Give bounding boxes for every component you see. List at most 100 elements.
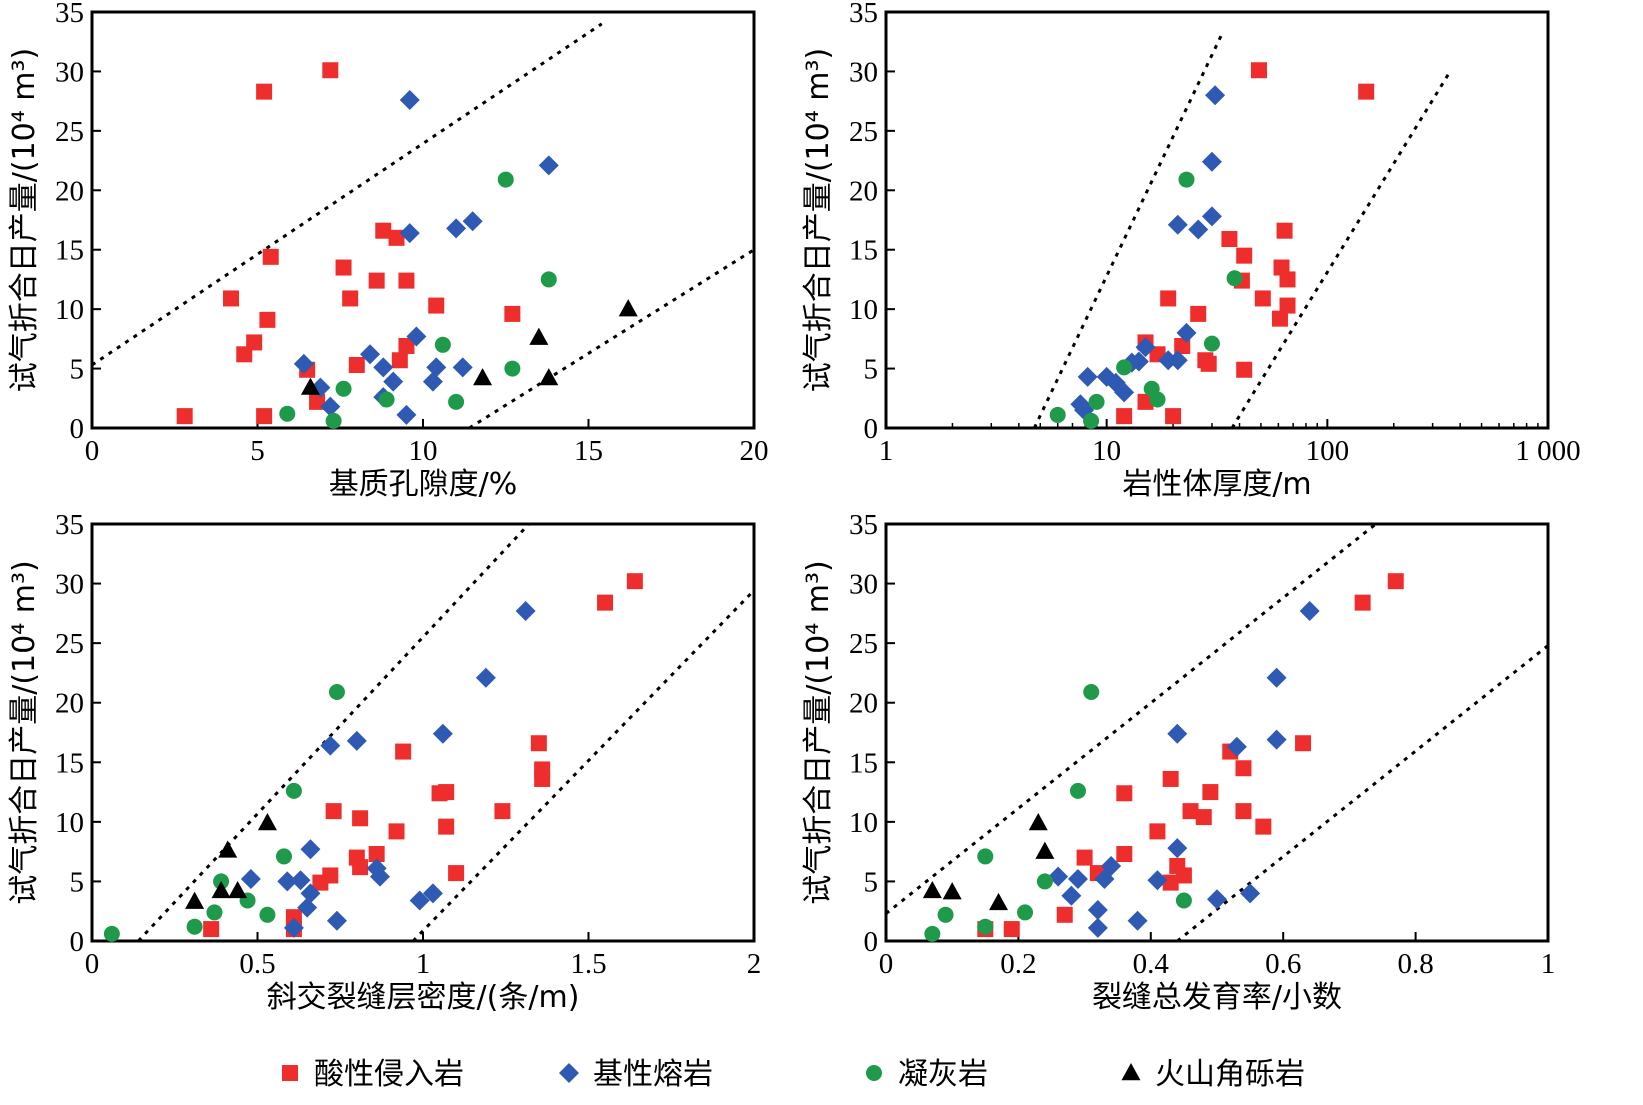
trend-line bbox=[1032, 35, 1223, 428]
y-axis-title: 试气折合日产量/(10⁴ m³) bbox=[801, 560, 836, 905]
x-tick-label: 0.2 bbox=[1000, 948, 1036, 980]
data-point-basic-lava bbox=[1207, 889, 1227, 910]
data-point-basic-lava bbox=[1094, 869, 1115, 890]
series-tuff bbox=[279, 171, 557, 429]
series-volcanic-breccia bbox=[185, 813, 277, 909]
trend-line bbox=[468, 248, 754, 428]
x-tick-label: 0 bbox=[85, 948, 100, 980]
data-point-tuff bbox=[504, 360, 521, 377]
data-point-tuff bbox=[1049, 406, 1066, 423]
x-tick-label: 1 bbox=[1541, 948, 1556, 980]
data-point-basic-lava bbox=[406, 326, 427, 347]
chart-oblique-fracture-density: 0 0.5 1 1.5 205101520253035斜交裂缝层密度/(条/m)试气折合… bbox=[7, 509, 761, 1015]
data-point-basic-lava bbox=[300, 839, 321, 860]
data-point-acidic-intrusive bbox=[1116, 846, 1133, 863]
plot-frame bbox=[90, 522, 756, 943]
data-point-acidic-intrusive bbox=[342, 290, 359, 307]
data-point-basic-lava bbox=[320, 735, 341, 756]
y-tick-label: 20 bbox=[849, 175, 878, 207]
data-point-acidic-intrusive bbox=[1076, 849, 1093, 866]
data-point-basic-lava bbox=[1205, 85, 1226, 106]
trend-lines bbox=[92, 22, 754, 428]
data-point-acidic-intrusive bbox=[176, 408, 193, 425]
data-point-basic-lava bbox=[326, 910, 347, 931]
data-point-acidic-intrusive bbox=[223, 290, 240, 307]
data-point-acidic-intrusive bbox=[1116, 408, 1133, 425]
x-axis-title: 裂缝总发育率/小数 bbox=[1092, 980, 1342, 1015]
data-point-volcanic-breccia bbox=[989, 892, 1009, 911]
y-tick-label: 30 bbox=[55, 56, 84, 88]
data-point-acidic-intrusive bbox=[1202, 784, 1219, 801]
data-point-basic-lava bbox=[1167, 838, 1188, 859]
y-tick-label: 10 bbox=[849, 294, 878, 326]
data-point-basic-lava bbox=[369, 866, 390, 887]
data-point-tuff bbox=[448, 393, 465, 410]
data-point-acidic-intrusive bbox=[1387, 573, 1404, 590]
data-point-tuff bbox=[540, 271, 557, 288]
legend-item: 凝灰岩 bbox=[866, 1057, 988, 1092]
y-tick-label: 5 bbox=[70, 866, 85, 898]
data-point-basic-lava bbox=[538, 155, 559, 176]
data-point-acidic-intrusive bbox=[246, 334, 263, 351]
data-point-acidic-intrusive bbox=[1182, 803, 1199, 820]
data-point-acidic-intrusive bbox=[1200, 355, 1217, 372]
chart-fracture-development-rate: 0 0.2 0.4 0.6 0.8 105101520253035裂缝总发育率/小数试气折… bbox=[801, 509, 1555, 1015]
data-point-basic-lava bbox=[1147, 870, 1168, 891]
data-point-basic-lava bbox=[432, 723, 453, 744]
y-axis-title: 试气折合日产量/(10⁴ m³) bbox=[801, 48, 836, 393]
data-point-acidic-intrusive bbox=[398, 272, 415, 289]
data-point-volcanic-breccia bbox=[529, 327, 549, 345]
data-point-basic-lava bbox=[399, 223, 420, 244]
data-point-volcanic-breccia bbox=[1028, 813, 1048, 831]
series-tuff bbox=[1049, 171, 1243, 429]
legend-item: 火山角砾岩 bbox=[1121, 1057, 1305, 1092]
data-point-basic-lava bbox=[1266, 729, 1287, 750]
y-tick-label: 15 bbox=[55, 747, 84, 779]
data-point-acidic-intrusive bbox=[1250, 62, 1267, 79]
y-tick-label: 35 bbox=[55, 0, 84, 29]
y-tick-label: 35 bbox=[849, 0, 878, 29]
x-tick-label: 2 bbox=[747, 948, 762, 980]
data-point-acidic-intrusive bbox=[1358, 83, 1375, 100]
data-point-acidic-intrusive bbox=[534, 770, 551, 787]
data-point-acidic-intrusive bbox=[352, 810, 369, 827]
data-point-acidic-intrusive bbox=[1162, 770, 1179, 787]
x-tick-label: 10 bbox=[1092, 435, 1121, 467]
y-tick-label: 15 bbox=[55, 235, 84, 267]
data-point-tuff bbox=[1017, 904, 1034, 921]
x-tick-label: 100 bbox=[1306, 435, 1350, 467]
data-point-volcanic-breccia bbox=[922, 880, 942, 899]
data-point-tuff bbox=[378, 391, 395, 408]
trend-line bbox=[411, 588, 754, 941]
data-point-volcanic-breccia bbox=[228, 880, 248, 899]
data-point-basic-lava bbox=[346, 730, 367, 751]
data-point-acidic-intrusive bbox=[335, 259, 352, 276]
data-point-tuff bbox=[434, 336, 451, 353]
data-point-basic-lava bbox=[300, 883, 321, 904]
data-point-acidic-intrusive bbox=[1165, 408, 1182, 425]
y-tick-label: 5 bbox=[864, 354, 879, 386]
series-basic-lava bbox=[1048, 600, 1320, 938]
data-point-volcanic-breccia bbox=[257, 813, 277, 831]
plot-frame bbox=[884, 522, 1550, 943]
legend-marker-square bbox=[282, 1065, 298, 1081]
data-point-basic-lava bbox=[1167, 350, 1188, 371]
data-point-volcanic-breccia bbox=[300, 377, 320, 395]
y-tick-label: 0 bbox=[864, 926, 879, 958]
x-tick-label: 1 bbox=[416, 948, 431, 980]
data-point-basic-lava bbox=[446, 218, 467, 239]
data-point-tuff bbox=[1149, 391, 1166, 408]
data-point-acidic-intrusive bbox=[438, 818, 455, 835]
data-point-basic-lava bbox=[1048, 866, 1069, 887]
data-point-volcanic-breccia bbox=[942, 882, 962, 900]
data-point-basic-lava bbox=[1167, 723, 1188, 744]
data-point-tuff bbox=[1036, 873, 1053, 890]
data-point-tuff bbox=[1083, 412, 1100, 429]
data-point-tuff bbox=[103, 925, 120, 942]
legend-label: 凝灰岩 bbox=[898, 1057, 988, 1092]
y-tick-label: 30 bbox=[849, 56, 878, 88]
data-point-basic-lava bbox=[297, 897, 318, 918]
data-point-volcanic-breccia bbox=[1035, 841, 1055, 859]
x-tick-label: 0 bbox=[85, 435, 100, 467]
y-tick-label: 10 bbox=[55, 807, 84, 839]
